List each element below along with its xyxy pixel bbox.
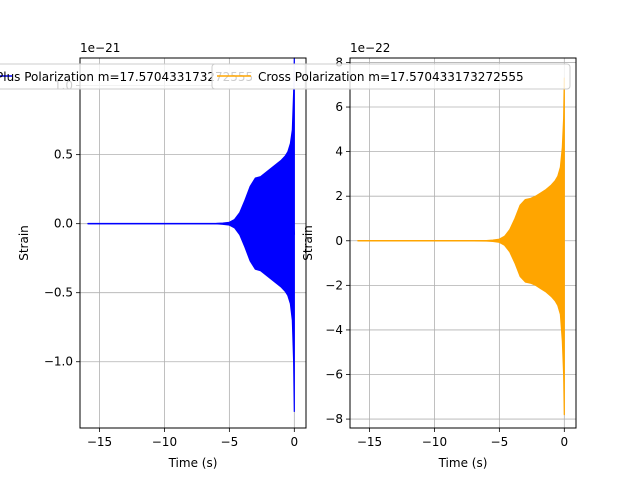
y-tick-label: 8 — [335, 55, 343, 69]
series-group — [87, 57, 296, 413]
y-tick-label: −4 — [325, 323, 343, 337]
y-axis-label: Strain — [17, 225, 31, 261]
y-tick-label: −0.5 — [44, 286, 73, 300]
waveform-line — [87, 222, 296, 235]
x-tick-label: −15 — [87, 435, 112, 449]
grid — [350, 58, 576, 428]
axes-frame — [349, 57, 577, 429]
axes-frame — [79, 57, 307, 429]
y-tick-label: −6 — [325, 368, 343, 382]
legend-label: Cross Polarization m=17.570433173272555 — [258, 70, 524, 84]
legend-box — [211, 63, 571, 90]
x-axis-label: Time (s) — [168, 456, 218, 470]
offset-text: 1e−21 — [80, 41, 120, 55]
y-tick-label: 0 — [335, 234, 343, 248]
y-tick-label: −1.0 — [44, 355, 73, 369]
y-tick-label: 0.0 — [54, 217, 73, 231]
y-tick-label: −2 — [325, 278, 343, 292]
x-tick-label: −5 — [491, 435, 509, 449]
x-axis-label: Time (s) — [438, 456, 488, 470]
x-ticks: −15 −10 −5 0 — [87, 428, 298, 449]
y-tick-label: 2 — [335, 189, 343, 203]
x-tick-label: −10 — [152, 435, 177, 449]
x-tick-label: 0 — [290, 435, 298, 449]
x-tick-label: −10 — [422, 435, 447, 449]
y-tick-label: 0.5 — [54, 148, 73, 162]
x-tick-label: −15 — [357, 435, 382, 449]
series-group — [357, 77, 565, 416]
y-ticks: −8 −6 −4 −2 0 2 4 6 8 — [325, 55, 350, 426]
waveform-line — [357, 240, 565, 248]
x-tick-label: −5 — [221, 435, 239, 449]
plot-plus-polarization: −15−10−50 −1.0−0.50.00.51.0 1e−21 Time (… — [17, 41, 307, 470]
legend-cross: Cross Polarization m=17.570433173272555 — [211, 63, 571, 90]
offset-text: 1e−22 — [350, 41, 390, 55]
x-tick-label: 0 — [560, 435, 568, 449]
y-axis-label: Strain — [301, 225, 315, 261]
plot-cross-polarization: −15 −10 −5 0 −8 −6 −4 −2 0 2 4 6 8 1e−22 Time (s) S… — [301, 41, 577, 470]
y-tick-label: 6 — [335, 100, 343, 114]
x-ticks: −15 −10 −5 0 — [357, 428, 568, 449]
legend-label: Plus Polarization m=17.570433173272555 — [0, 70, 253, 84]
y-tick-label: −8 — [325, 412, 343, 426]
y-tick-label: 4 — [335, 145, 343, 159]
